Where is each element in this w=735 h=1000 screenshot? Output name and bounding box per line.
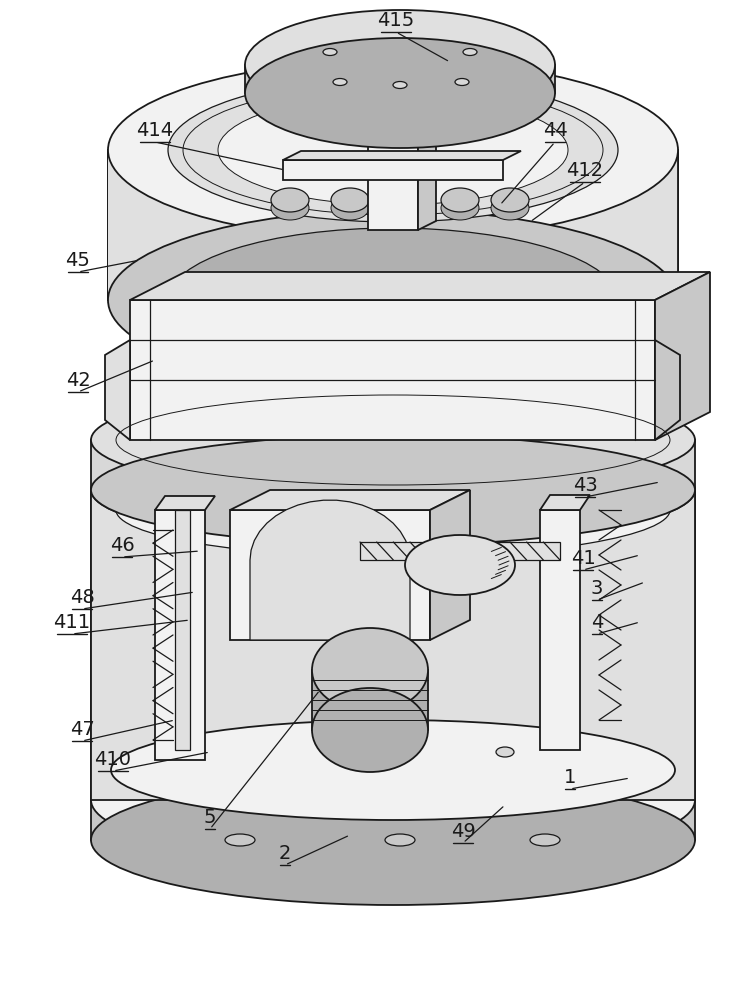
Ellipse shape [323,48,337,55]
Ellipse shape [116,463,670,557]
Ellipse shape [530,834,560,846]
Ellipse shape [496,747,514,757]
Ellipse shape [405,535,515,595]
Ellipse shape [91,735,695,865]
Text: 43: 43 [573,476,598,495]
Ellipse shape [312,688,428,772]
Ellipse shape [245,10,555,120]
Polygon shape [108,150,678,300]
Polygon shape [283,160,503,180]
Text: 412: 412 [567,161,603,180]
Polygon shape [91,800,695,840]
Ellipse shape [441,188,479,212]
Polygon shape [91,490,695,800]
Text: 410: 410 [95,750,132,769]
Polygon shape [655,340,680,440]
Polygon shape [116,490,670,510]
Polygon shape [91,440,695,490]
Text: 44: 44 [542,121,567,140]
Ellipse shape [331,196,369,220]
Text: 46: 46 [110,536,135,555]
Text: 415: 415 [377,11,415,30]
Text: 5: 5 [204,808,216,827]
Text: 47: 47 [70,720,94,739]
Ellipse shape [168,78,618,222]
Polygon shape [312,670,428,730]
Ellipse shape [108,210,678,390]
Polygon shape [283,151,521,160]
Polygon shape [130,300,655,440]
Text: 1: 1 [564,768,576,787]
Text: 49: 49 [451,822,476,841]
Text: 41: 41 [570,549,595,568]
Ellipse shape [455,79,469,86]
Ellipse shape [91,435,695,545]
Ellipse shape [91,435,695,545]
Polygon shape [230,510,430,640]
Ellipse shape [385,834,415,846]
Polygon shape [540,495,590,510]
Polygon shape [155,496,215,510]
Polygon shape [655,272,710,440]
Polygon shape [175,510,190,750]
Polygon shape [368,100,418,230]
Polygon shape [108,150,168,300]
Text: 3: 3 [591,579,603,598]
Ellipse shape [91,385,695,495]
Text: 42: 42 [65,371,90,390]
Polygon shape [130,272,710,300]
Text: 48: 48 [70,588,94,607]
Text: 4: 4 [591,613,603,632]
Ellipse shape [168,228,618,372]
Ellipse shape [271,196,309,220]
Polygon shape [245,65,555,93]
Polygon shape [360,542,560,560]
Ellipse shape [463,48,477,55]
Polygon shape [540,510,580,750]
Ellipse shape [331,188,369,212]
Ellipse shape [491,188,529,212]
Ellipse shape [393,82,407,89]
Polygon shape [250,500,410,640]
Ellipse shape [312,628,428,712]
Polygon shape [430,490,470,640]
Ellipse shape [271,188,309,212]
Text: 411: 411 [54,613,90,632]
Text: 414: 414 [137,121,173,140]
Ellipse shape [245,38,555,148]
Text: 45: 45 [65,251,90,270]
Ellipse shape [218,95,568,205]
Ellipse shape [108,60,678,240]
Polygon shape [368,91,436,100]
Ellipse shape [121,445,665,535]
Ellipse shape [333,79,347,86]
Polygon shape [230,490,470,510]
Polygon shape [105,340,130,440]
Ellipse shape [491,196,529,220]
Text: 2: 2 [279,844,291,863]
Ellipse shape [111,720,675,820]
Ellipse shape [91,775,695,905]
Polygon shape [418,91,436,230]
Polygon shape [155,510,205,760]
Ellipse shape [225,834,255,846]
Ellipse shape [441,196,479,220]
